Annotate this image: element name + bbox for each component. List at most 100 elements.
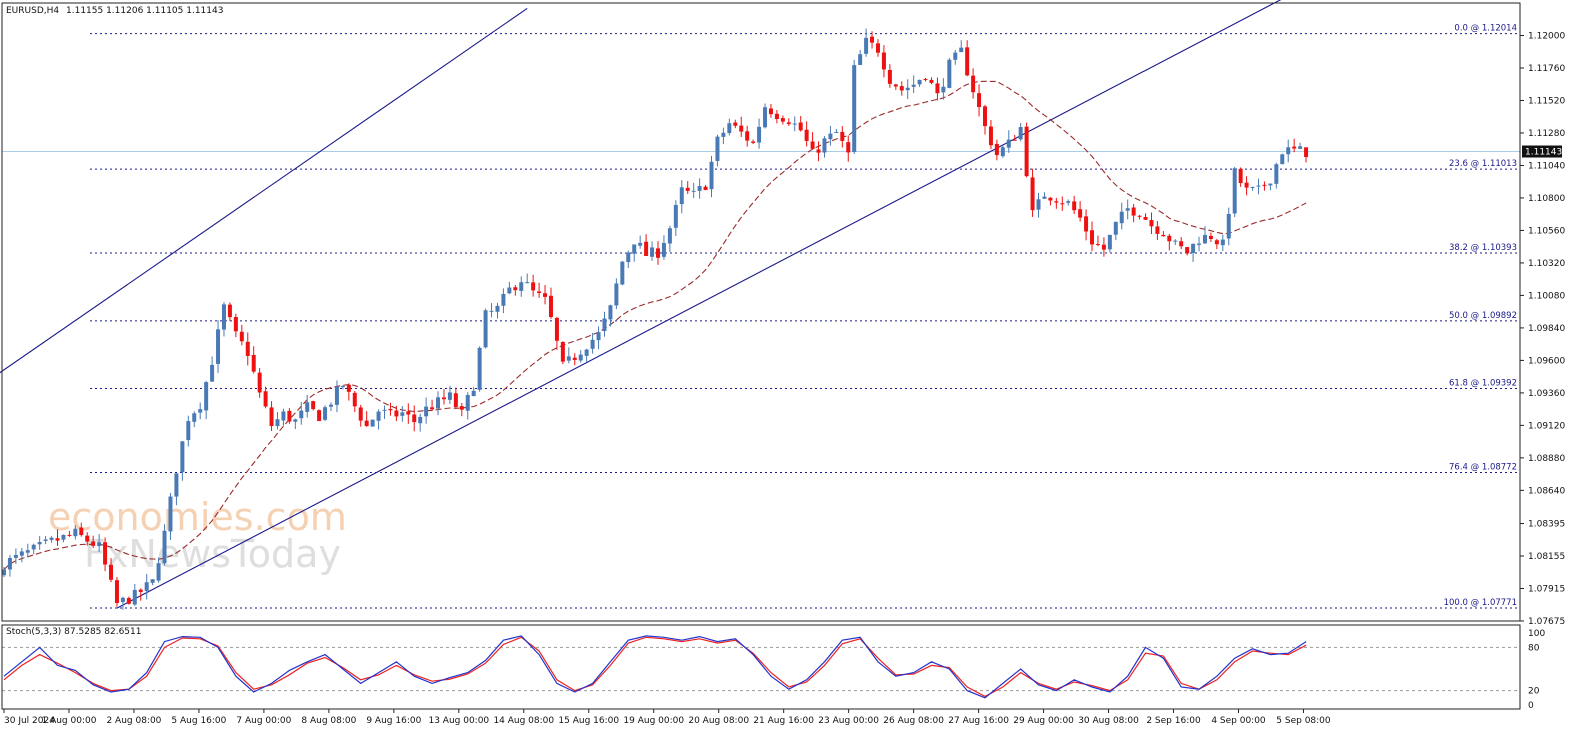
fib-level-label: 50.0 @ 1.09892 — [1449, 311, 1517, 321]
price-tick-label: 1.07675 — [1528, 617, 1565, 627]
candle-body — [667, 228, 672, 244]
candle-body — [132, 589, 137, 605]
candle-body — [816, 149, 821, 153]
candle-body — [1113, 221, 1118, 235]
price-tick-label: 1.11520 — [1528, 96, 1565, 106]
candle-body — [656, 248, 660, 258]
candle-body — [1232, 168, 1237, 214]
candle-body — [263, 391, 268, 407]
time-tick-label: 4 Sep 00:00 — [1211, 716, 1266, 726]
candle-body — [959, 47, 964, 53]
stoch-signal-line — [3, 636, 1307, 698]
candle-body — [364, 420, 369, 427]
candle-body — [186, 421, 191, 441]
candle-body — [786, 122, 791, 125]
candle-body — [739, 125, 744, 132]
candle-body — [329, 404, 333, 407]
candle-body — [1137, 215, 1142, 217]
candle-body — [1131, 207, 1136, 216]
price-tick-label: 1.09360 — [1528, 389, 1565, 399]
candle-body — [953, 52, 958, 60]
candle-body — [715, 136, 720, 161]
candle-body — [1298, 146, 1303, 149]
candle-body — [1179, 241, 1184, 247]
candle-body — [1286, 147, 1291, 155]
candle-body — [275, 419, 280, 427]
fib-level-label: 76.4 @ 1.08772 — [1449, 462, 1517, 472]
candle-body — [323, 407, 328, 420]
candle-body — [204, 382, 209, 411]
candle-body — [1101, 244, 1106, 250]
candle-body — [1173, 240, 1178, 242]
candle-body — [406, 411, 411, 415]
stoch-tick-label: 20 — [1528, 687, 1540, 697]
fib-level-label: 38.2 @ 1.10393 — [1449, 243, 1517, 253]
time-tick-label: 30 Jul 2024 — [4, 716, 55, 726]
time-tick-label: 19 Aug 00:00 — [623, 716, 684, 726]
candle-body — [697, 185, 702, 191]
candle-body — [1095, 244, 1100, 246]
time-tick-label: 7 Aug 00:00 — [236, 716, 291, 726]
time-tick-label: 23 Aug 00:00 — [818, 716, 879, 726]
candle-body — [578, 354, 583, 361]
candle-body — [566, 356, 571, 361]
candle-body — [150, 579, 155, 583]
candle-body — [893, 84, 898, 87]
time-tick-label: 13 Aug 00:00 — [428, 716, 489, 726]
candle-body — [370, 419, 375, 427]
candle-body — [685, 187, 690, 191]
candle-body — [727, 123, 732, 134]
candle-body — [1268, 183, 1273, 186]
candle-body — [1024, 126, 1029, 177]
stoch-tick-label: 0 — [1528, 701, 1534, 711]
candle-body — [477, 347, 482, 390]
candle-body — [1149, 220, 1154, 227]
candle-body — [299, 410, 304, 419]
candle-body — [679, 187, 684, 205]
candle-body — [109, 564, 114, 580]
candle-body — [305, 402, 310, 412]
moving-average-line — [3, 80, 1307, 570]
candle-body — [977, 93, 982, 107]
candle-body — [1161, 234, 1166, 237]
candle-body — [988, 126, 993, 146]
candle-body — [661, 242, 666, 257]
candle-body — [162, 530, 167, 564]
candle-body — [174, 473, 179, 497]
candle-body — [875, 43, 880, 53]
candle-body — [548, 295, 553, 318]
candle-body — [1250, 186, 1255, 188]
time-tick-label: 30 Aug 08:00 — [1078, 716, 1139, 726]
candle-body — [703, 186, 708, 190]
main-plot-frame — [1, 2, 1521, 622]
candle-body — [412, 414, 417, 423]
candle-body — [459, 406, 464, 410]
candle-body — [584, 349, 589, 356]
candle-body — [798, 122, 803, 131]
candle-body — [560, 341, 565, 362]
candle-body — [1000, 147, 1005, 157]
candle-body — [49, 537, 54, 540]
candle-body — [245, 341, 250, 356]
candle-body — [1202, 235, 1207, 244]
candle-body — [1256, 185, 1261, 187]
candle-body — [317, 410, 322, 422]
ohlc-values: 1.11155 1.11206 1.11105 1.11143 — [66, 6, 223, 16]
price-tick-label: 1.08395 — [1528, 520, 1565, 530]
candle-body — [61, 534, 66, 540]
candle-body — [614, 283, 619, 306]
candle-body — [828, 133, 833, 140]
candle-body — [334, 386, 339, 405]
candle-body — [156, 563, 161, 581]
price-tick-label: 1.10320 — [1528, 259, 1565, 269]
time-tick-label: 20 Aug 08:00 — [688, 716, 749, 726]
candle-body — [519, 282, 524, 291]
candle-body — [1214, 240, 1219, 245]
candle-body — [929, 79, 934, 83]
candle-body — [394, 410, 399, 417]
candle-body — [792, 123, 797, 125]
time-tick-label: 5 Sep 08:00 — [1276, 716, 1331, 726]
candle-body — [340, 386, 345, 388]
candle-body — [483, 310, 488, 348]
candle-body — [73, 528, 78, 537]
